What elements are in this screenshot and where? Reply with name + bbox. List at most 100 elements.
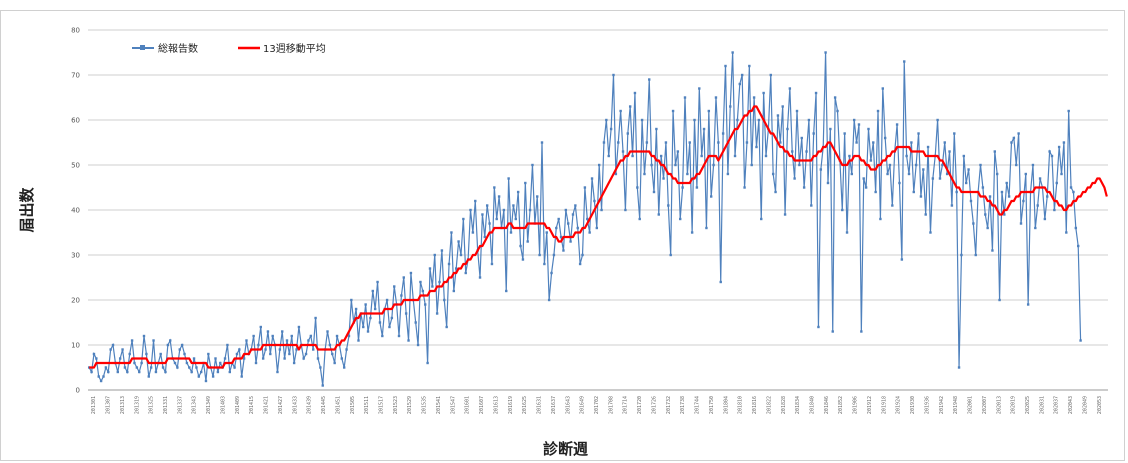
data-point	[497, 195, 501, 198]
data-point	[705, 226, 708, 230]
data-point	[683, 96, 687, 99]
data-point	[628, 105, 632, 108]
data-point	[855, 141, 858, 144]
data-point	[252, 334, 255, 338]
x-tick-label: 201918	[881, 396, 887, 414]
data-point	[948, 150, 951, 153]
data-point	[1007, 195, 1011, 198]
data-point	[602, 141, 606, 144]
x-tick-label: 201403	[220, 396, 226, 414]
x-tick-label: 201325	[149, 396, 155, 414]
data-point	[1043, 217, 1047, 221]
data-point	[269, 352, 272, 356]
data-point	[769, 73, 772, 77]
data-point	[292, 361, 296, 365]
data-point	[743, 186, 746, 189]
data-point	[643, 172, 646, 176]
series-line-moving-average	[89, 105, 1108, 369]
x-tick-label: 201451	[335, 396, 341, 414]
data-point	[1079, 339, 1082, 342]
data-point	[965, 181, 968, 185]
data-point	[905, 154, 908, 158]
data-point	[714, 96, 718, 99]
data-point	[509, 231, 513, 234]
data-point	[281, 330, 284, 333]
legend-ma-label: 13週移動平均	[263, 42, 326, 55]
data-point	[867, 127, 870, 131]
data-point	[211, 375, 215, 378]
x-tick-label: 201505	[350, 396, 356, 414]
data-point	[478, 276, 482, 279]
data-point	[271, 334, 274, 338]
data-point	[931, 177, 935, 180]
data-point	[366, 330, 370, 333]
data-point	[200, 370, 203, 374]
data-point	[364, 303, 367, 306]
data-point	[793, 177, 796, 180]
data-point	[276, 370, 279, 374]
data-point	[409, 271, 413, 275]
data-point	[686, 172, 689, 176]
x-tick-label: 202049	[1082, 396, 1088, 414]
data-point	[235, 352, 239, 356]
x-tick-label: 201720	[637, 396, 643, 414]
data-point	[440, 249, 444, 252]
data-point	[972, 222, 975, 225]
x-tick-label: 201816	[752, 396, 758, 414]
data-point	[154, 370, 158, 374]
data-point	[109, 348, 112, 351]
data-point	[671, 109, 675, 113]
data-point	[135, 366, 139, 369]
data-point	[1074, 226, 1078, 230]
data-point	[464, 271, 467, 275]
data-point	[874, 190, 877, 194]
data-point	[207, 352, 210, 356]
data-point	[130, 339, 134, 342]
data-point	[400, 294, 403, 297]
data-point	[781, 105, 784, 108]
data-point	[259, 325, 262, 329]
data-point	[226, 343, 229, 347]
x-tick-label: 201846	[824, 396, 830, 414]
data-point	[950, 204, 954, 207]
data-point	[90, 370, 93, 374]
data-point	[833, 96, 837, 99]
x-tick-label: 201601	[465, 396, 471, 414]
data-point	[545, 231, 548, 234]
data-point	[814, 91, 818, 95]
data-point	[550, 271, 553, 275]
data-point	[1034, 226, 1037, 230]
data-point	[710, 195, 713, 198]
data-point	[176, 366, 179, 369]
data-point	[164, 370, 167, 374]
x-tick-label: 201810	[738, 396, 744, 414]
x-tick-label: 201427	[278, 396, 284, 414]
legend-total-label: 総報告数	[158, 42, 198, 55]
x-tick-label: 202031	[1039, 396, 1045, 414]
data-point	[555, 226, 558, 230]
data-point	[414, 321, 417, 324]
x-tick-label: 201804	[723, 396, 729, 414]
data-point	[481, 213, 484, 216]
data-point	[540, 141, 544, 144]
data-point	[488, 222, 491, 225]
data-point	[483, 235, 486, 239]
y-tick-label: 0	[76, 387, 80, 395]
data-point	[95, 357, 98, 360]
data-point	[984, 213, 987, 216]
x-axis-ticks: 201301 201307 201313 201319 201325 201331 2013…	[91, 396, 1103, 414]
x-tick-label: 201852	[838, 396, 844, 414]
data-point	[536, 195, 539, 198]
data-point	[528, 208, 532, 212]
data-point	[526, 240, 529, 243]
x-tick-label: 202043	[1068, 396, 1074, 414]
x-tick-label: 201637	[551, 396, 557, 414]
x-tick-label: 201409	[235, 396, 241, 414]
x-tick-label: 201714	[623, 396, 629, 414]
data-point	[876, 109, 880, 113]
data-point	[312, 348, 315, 351]
data-point	[111, 343, 115, 347]
data-point	[898, 181, 901, 185]
data-point	[936, 118, 939, 122]
x-tick-label: 202019	[1011, 396, 1017, 414]
